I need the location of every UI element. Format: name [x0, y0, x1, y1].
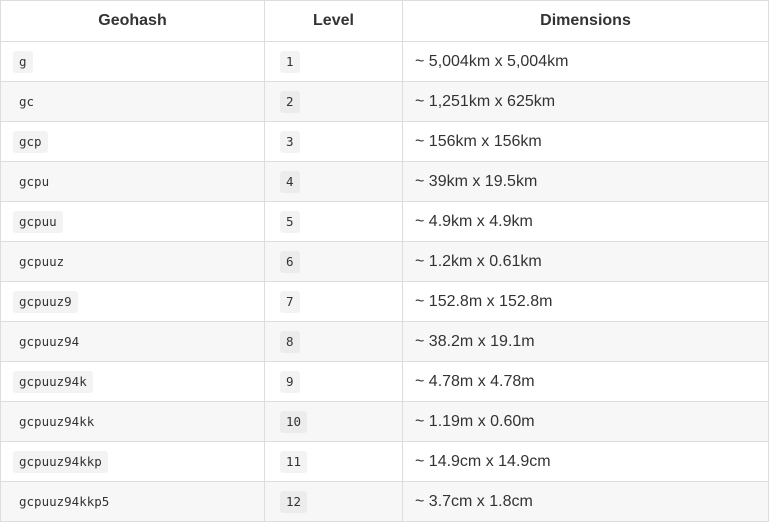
table-row: gc 2 ~ 1,251km x 625km	[0, 81, 769, 122]
geohash-cell: gcpuu	[0, 201, 265, 242]
table-body: g 1 ~ 5,004km x 5,004km gc 2 ~ 1,251km x…	[0, 41, 769, 522]
geohash-code: gcpuuz94	[19, 333, 80, 349]
geohash-cell: gcpu	[0, 161, 265, 202]
geohash-code: gcp	[13, 130, 48, 153]
table-row: gcpu 4 ~ 39km x 19.5km	[0, 161, 769, 202]
dimensions-cell: ~ 4.9km x 4.9km	[402, 201, 769, 242]
geohash-code: gcpuuz94kkp5	[19, 493, 110, 509]
dimensions-cell: ~ 38.2m x 19.1m	[402, 321, 769, 362]
dimensions-cell: ~ 1.2km x 0.61km	[402, 241, 769, 282]
dimensions-cell: ~ 1,251km x 625km	[402, 81, 769, 122]
level-code: 9	[280, 370, 300, 393]
column-header-geohash: Geohash	[0, 0, 265, 42]
geohash-cell: gcpuuz	[0, 241, 265, 282]
dimensions-cell: ~ 1.19m x 0.60m	[402, 401, 769, 442]
dimensions-cell: ~ 5,004km x 5,004km	[402, 41, 769, 82]
geohash-code: gcpuuz94kkp	[13, 450, 108, 473]
geohash-code: gcpuuz94kk	[19, 413, 95, 429]
level-cell: 10	[264, 401, 403, 442]
table-row: gcpuuz94kkp 11 ~ 14.9cm x 14.9cm	[0, 441, 769, 482]
geohash-cell: g	[0, 41, 265, 82]
level-code: 6	[280, 250, 300, 273]
geohash-cell: gcpuuz94kkp	[0, 441, 265, 482]
level-cell: 12	[264, 481, 403, 522]
level-code: 4	[280, 170, 300, 193]
dimensions-cell: ~ 39km x 19.5km	[402, 161, 769, 202]
dimensions-cell: ~ 3.7cm x 1.8cm	[402, 481, 769, 522]
geohash-cell: gcpuuz94	[0, 321, 265, 362]
geohash-code: gc	[19, 93, 35, 109]
geohash-cell: gcpuuz94kk	[0, 401, 265, 442]
geohash-cell: gcpuuz94k	[0, 361, 265, 402]
level-code: 3	[280, 130, 300, 153]
geohash-code: gcpu	[19, 173, 50, 189]
table-row: gcp 3 ~ 156km x 156km	[0, 121, 769, 162]
geohash-code: gcpuu	[13, 210, 63, 233]
dimensions-cell: ~ 152.8m x 152.8m	[402, 281, 769, 322]
level-cell: 7	[264, 281, 403, 322]
geohash-code: g	[13, 50, 33, 73]
geohash-cell: gcpuuz94kkp5	[0, 481, 265, 522]
column-header-level: Level	[264, 0, 403, 42]
level-cell: 5	[264, 201, 403, 242]
geohash-cell: gc	[0, 81, 265, 122]
table-row: gcpuuz 6 ~ 1.2km x 0.61km	[0, 241, 769, 282]
dimensions-cell: ~ 4.78m x 4.78m	[402, 361, 769, 402]
geohash-code: gcpuuz94k	[13, 370, 93, 393]
table-row: gcpuuz94kk 10 ~ 1.19m x 0.60m	[0, 401, 769, 442]
table-row: gcpuuz9 7 ~ 152.8m x 152.8m	[0, 281, 769, 322]
level-code: 12	[280, 490, 308, 513]
header-row: Geohash Level Dimensions	[0, 0, 769, 42]
level-cell: 9	[264, 361, 403, 402]
level-code: 5	[280, 210, 300, 233]
geohash-cell: gcpuuz9	[0, 281, 265, 322]
dimensions-cell: ~ 156km x 156km	[402, 121, 769, 162]
level-cell: 11	[264, 441, 403, 482]
level-code: 11	[280, 450, 308, 473]
level-cell: 8	[264, 321, 403, 362]
column-header-dimensions: Dimensions	[402, 0, 769, 42]
level-code: 10	[280, 410, 308, 433]
level-code: 8	[280, 330, 300, 353]
level-cell: 1	[264, 41, 403, 82]
geohash-code: gcpuuz	[19, 253, 65, 269]
table-row: g 1 ~ 5,004km x 5,004km	[0, 41, 769, 82]
dimensions-cell: ~ 14.9cm x 14.9cm	[402, 441, 769, 482]
level-cell: 4	[264, 161, 403, 202]
level-code: 7	[280, 290, 300, 313]
level-cell: 6	[264, 241, 403, 282]
geohash-code: gcpuuz9	[13, 290, 78, 313]
level-cell: 2	[264, 81, 403, 122]
level-code: 2	[280, 90, 300, 113]
level-code: 1	[280, 50, 300, 73]
geohash-cell: gcp	[0, 121, 265, 162]
level-cell: 3	[264, 121, 403, 162]
table-row: gcpuuz94k 9 ~ 4.78m x 4.78m	[0, 361, 769, 402]
table-row: gcpuu 5 ~ 4.9km x 4.9km	[0, 201, 769, 242]
table-header: Geohash Level Dimensions	[0, 0, 769, 42]
table-row: gcpuuz94 8 ~ 38.2m x 19.1m	[0, 321, 769, 362]
table-row: gcpuuz94kkp5 12 ~ 3.7cm x 1.8cm	[0, 481, 769, 522]
